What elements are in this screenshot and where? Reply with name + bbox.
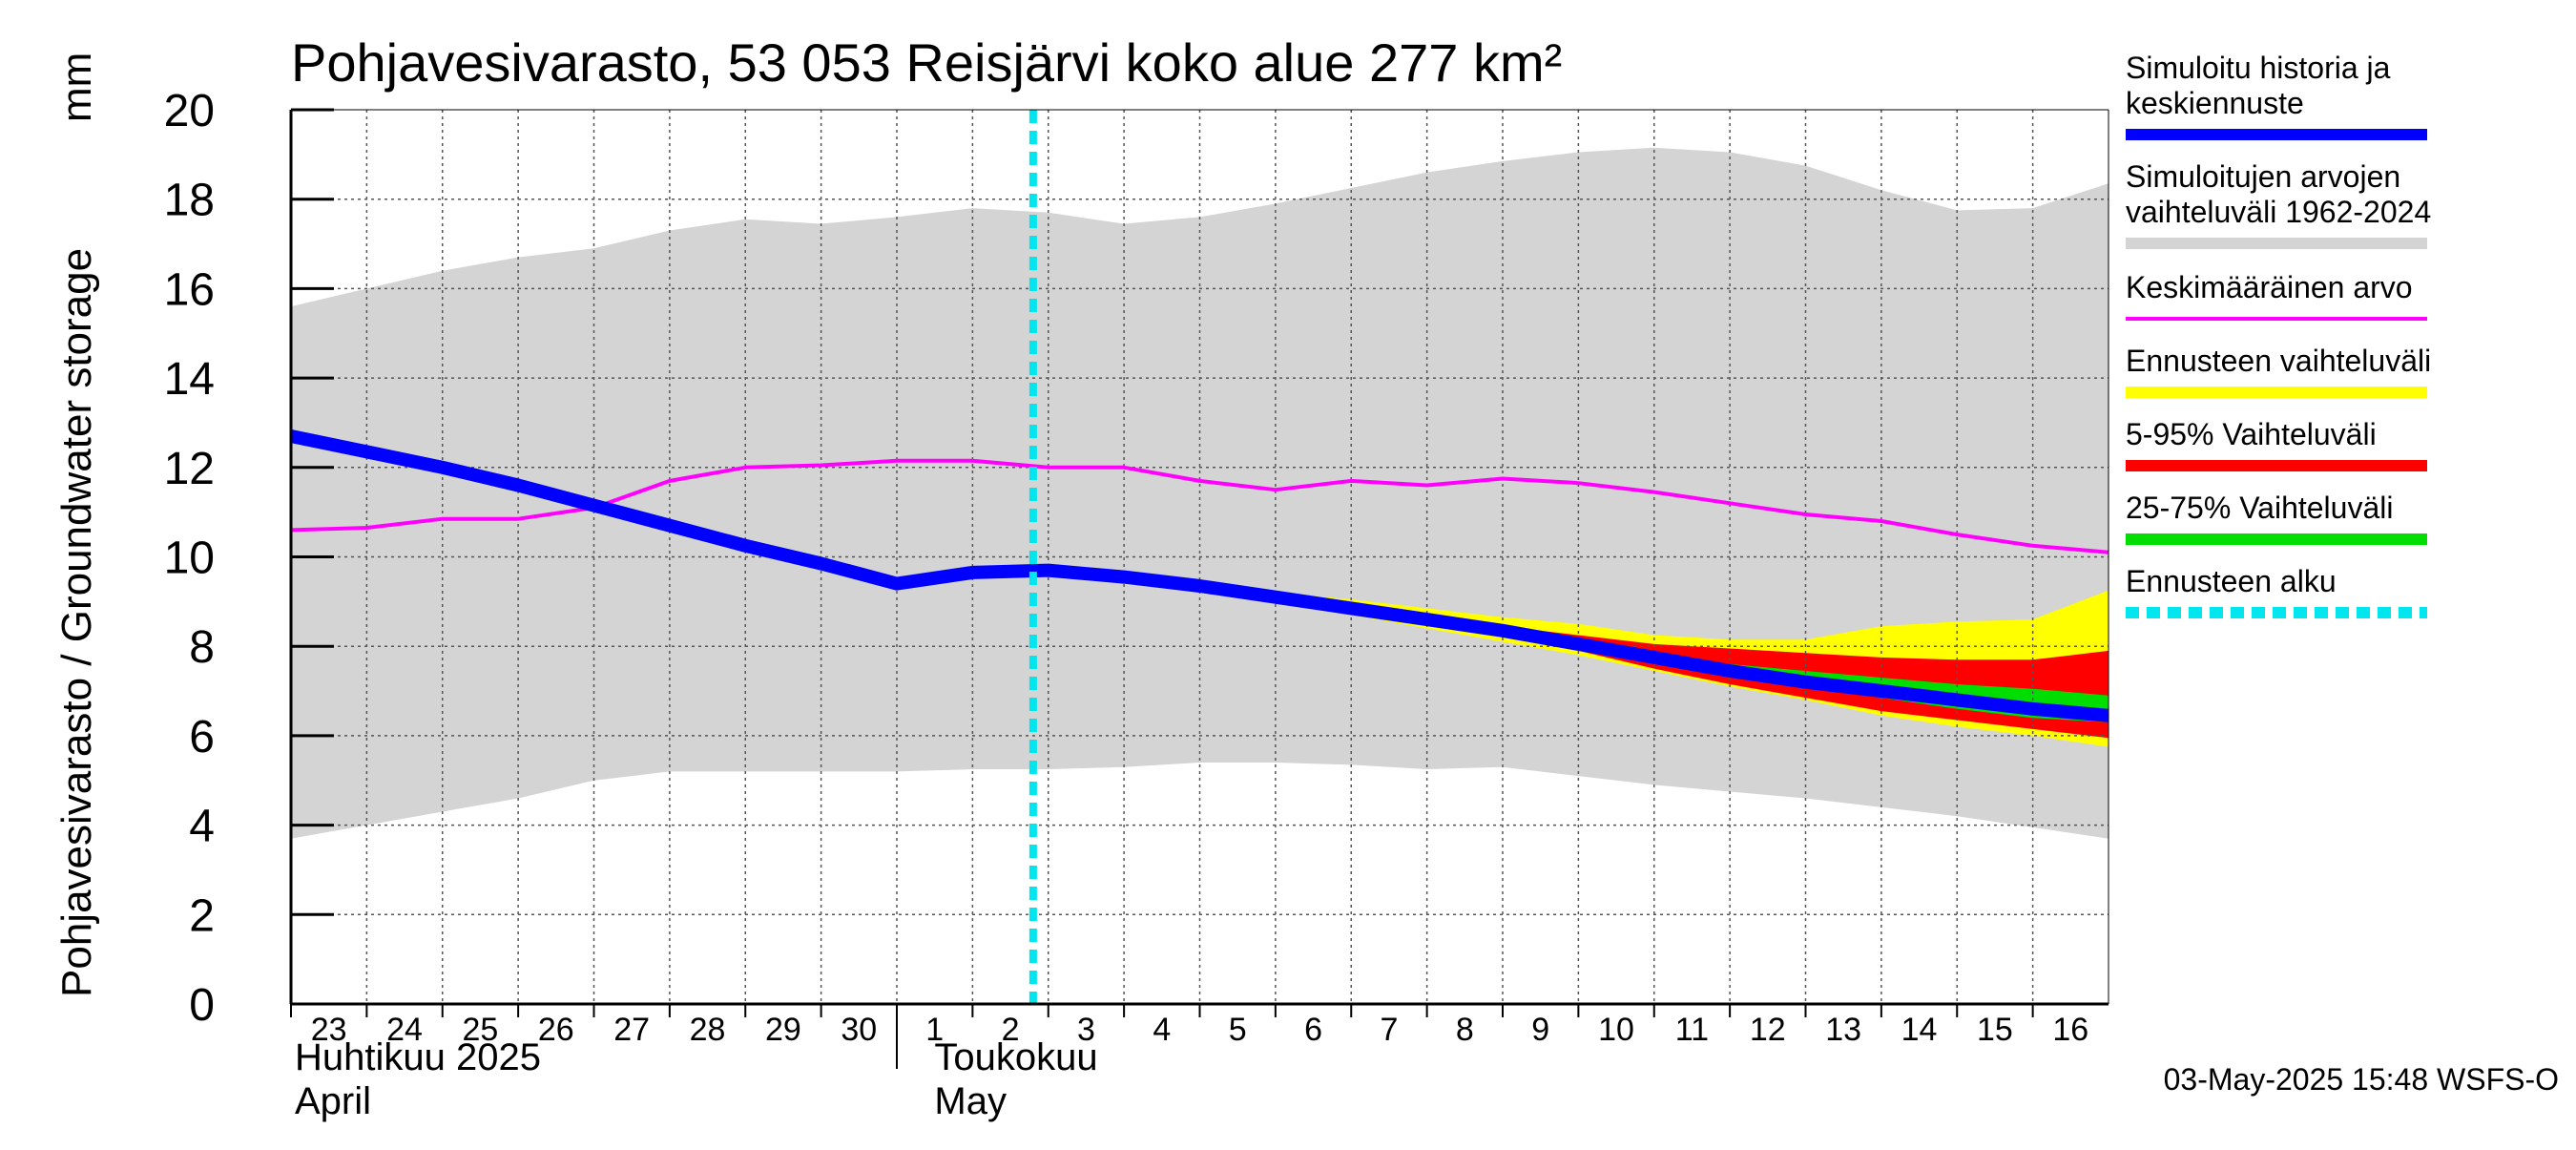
- chart-title: Pohjavesivarasto, 53 053 Reisjärvi koko …: [291, 32, 1562, 93]
- y-tick-label: 20: [164, 86, 215, 136]
- x-tick-label: 4: [1153, 1012, 1171, 1048]
- legend-label: keskiennuste: [2126, 86, 2304, 120]
- y-tick-label: 16: [164, 264, 215, 315]
- x-tick-label: 6: [1304, 1012, 1322, 1048]
- month-label-fi: Huhtikuu 2025: [295, 1036, 541, 1078]
- month-label-en: May: [934, 1080, 1007, 1122]
- legend-label: Simuloitu historia ja: [2126, 51, 2391, 85]
- band-series-2: [1048, 570, 2109, 739]
- timestamp-footer: 03-May-2025 15:48 WSFS-O: [2164, 1062, 2559, 1097]
- legend-label: Keskimääräinen arvo: [2126, 270, 2413, 304]
- x-tick-label: 27: [613, 1012, 650, 1048]
- x-tick-label: 8: [1456, 1012, 1474, 1048]
- median-forecast-line: [289, 429, 2109, 722]
- legend-label: Simuloitujen arvojen: [2126, 159, 2400, 194]
- x-tick-label: 12: [1750, 1012, 1786, 1048]
- y-tick-label: 6: [189, 712, 215, 763]
- x-tick-label: 15: [1977, 1012, 2013, 1048]
- x-tick-label: 30: [841, 1012, 877, 1048]
- x-tick-label: 1: [925, 1012, 944, 1048]
- x-tick-label: 25: [463, 1012, 499, 1048]
- x-tick-label: 14: [1901, 1012, 1938, 1048]
- x-tick-label: 10: [1598, 1012, 1634, 1048]
- y-tick-label: 12: [164, 444, 215, 494]
- y-tick-label: 2: [189, 890, 215, 941]
- legend-label: vaihteluväli 1962-2024: [2126, 195, 2431, 229]
- y-axis-unit: mm: [53, 52, 100, 122]
- legend-label: 5-95% Vaihteluväli: [2126, 417, 2377, 451]
- y-axis-label: Pohjavesivarasto / Groundwater storage: [53, 248, 100, 997]
- x-tick-label: 9: [1531, 1012, 1549, 1048]
- y-tick-label: 18: [164, 176, 215, 226]
- month-label-fi: Toukokuu: [934, 1036, 1097, 1078]
- legend-label: Ennusteen vaihteluväli: [2126, 344, 2431, 378]
- y-tick-label: 8: [189, 622, 215, 673]
- x-tick-label: 16: [2052, 1012, 2088, 1048]
- x-tick-label: 7: [1380, 1012, 1398, 1048]
- legend-label: Ennusteen alku: [2126, 564, 2337, 598]
- x-tick-labels: 23 24 25 26 27 28 29 30 1 2 3 4 5 6 7 8 9 10 11 12 13 14 15 16: [290, 1004, 2088, 1048]
- series-lines: [289, 110, 2109, 1004]
- x-tick-label: 23: [311, 1012, 347, 1048]
- x-tick-label: 26: [538, 1012, 574, 1048]
- grid-lines: [291, 110, 2109, 1004]
- y-tick-label: 0: [189, 980, 215, 1031]
- month-label-en: April: [295, 1080, 371, 1122]
- x-tick-label: 5: [1229, 1012, 1247, 1048]
- x-tick-label: 11: [1675, 1012, 1709, 1048]
- x-tick-label: 3: [1077, 1012, 1095, 1048]
- x-tick-label: 29: [765, 1012, 801, 1048]
- x-tick-label: 28: [690, 1012, 726, 1048]
- y-tick-label: 10: [164, 533, 215, 584]
- y-tick-label: 14: [164, 354, 215, 405]
- x-tick-label: 13: [1825, 1012, 1861, 1048]
- x-tick-label: 2: [1002, 1012, 1020, 1048]
- y-tick-labels: 0 2 4 6 8 10 12 14 16 18 20: [164, 86, 334, 1031]
- legend-label: 25-75% Vaihteluväli: [2126, 491, 2393, 525]
- y-tick-label: 4: [189, 802, 215, 852]
- x-tick-label: 24: [386, 1012, 423, 1048]
